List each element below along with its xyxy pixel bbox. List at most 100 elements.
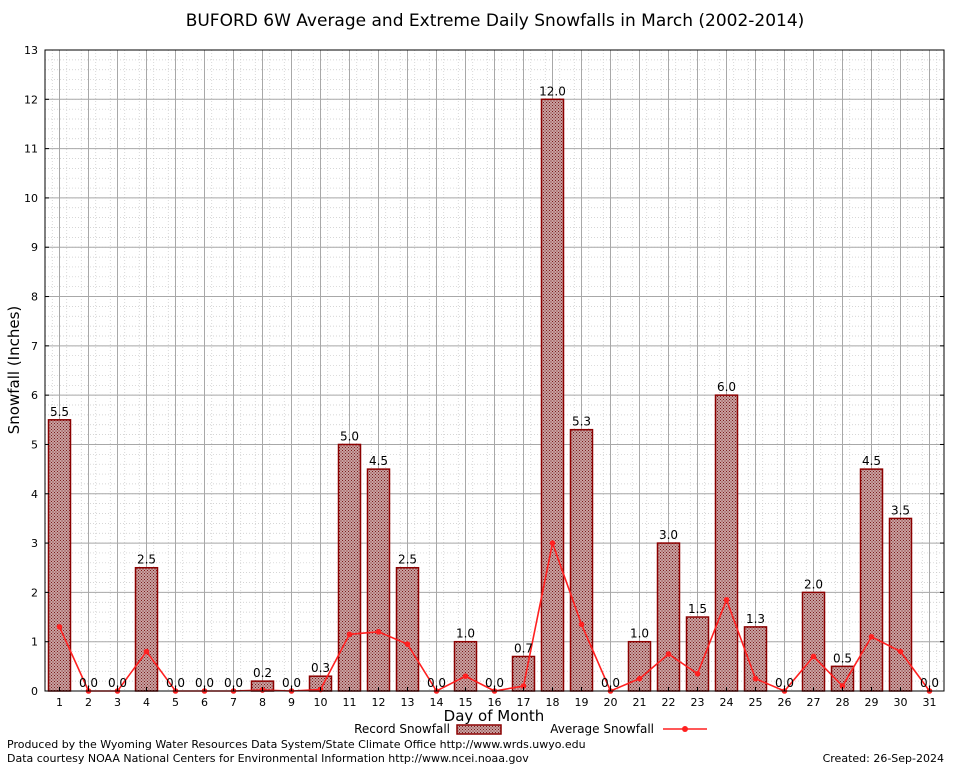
x-tick-label: 26 [778,696,792,709]
legend: Record Snowfall Average Snowfall [354,722,707,736]
y-tick-label: 5 [31,438,38,451]
average-point [143,648,150,655]
bar-value-label: 0.0 [195,676,214,690]
bar-value-label: 4.5 [369,454,388,468]
legend-average-marker [682,726,688,732]
bar-value-label: 0.0 [166,676,185,690]
legend-record-label: Record Snowfall [354,722,450,736]
footer-produced-by: Produced by the Wyoming Water Resources … [7,738,586,751]
bar-value-label: 2.5 [137,553,156,567]
bar-value-label: 1.0 [630,627,649,641]
y-tick-label: 4 [31,488,38,501]
x-tick-label: 1 [56,696,63,709]
bar-value-label: 5.0 [340,429,359,443]
record-bar [453,640,478,692]
bar-value-label: 1.5 [688,602,707,616]
x-tick-label: 21 [633,696,647,709]
x-tick-label: 8 [259,696,266,709]
y-tick-label: 3 [31,537,38,550]
record-bar [134,566,159,692]
record-bar [337,443,362,692]
bar-value-label: 0.3 [311,661,330,675]
bar-value-label: 0.0 [79,676,98,690]
x-tick-label: 17 [517,696,531,709]
y-tick-label: 8 [31,291,38,304]
bar-value-label: 0.0 [427,676,446,690]
x-tick-label: 30 [894,696,908,709]
bar-value-labels: 5.5 0.0 0.0 2.5 0.0 0.0 0.0 0.2 0.0 0.3 5.0 4.5 2.5 0… [50,84,939,690]
record-bar [714,394,739,692]
y-tick-label: 11 [24,143,38,156]
bar-value-label: 0.0 [775,676,794,690]
bar-value-label: 2.5 [398,553,417,567]
bar-value-label: 0.0 [920,676,939,690]
legend-record-swatch [456,724,502,735]
bar-value-label: 0.2 [253,666,272,680]
bar-value-label: 1.3 [746,612,765,626]
average-point [897,648,904,655]
x-tick-label: 20 [604,696,618,709]
x-tick-label: 19 [575,696,589,709]
record-bar [801,591,826,692]
x-tick-label: 7 [230,696,237,709]
record-bar [47,419,72,692]
bar-value-label: 2.0 [804,577,823,591]
x-tick-label: 16 [488,696,502,709]
bar-value-label: 0.7 [514,641,533,655]
record-bar [888,517,913,692]
y-tick-label: 7 [31,340,38,353]
record-bar [656,542,681,692]
y-tick-label: 10 [24,192,38,205]
bar-value-label: 1.0 [456,627,475,641]
y-tick-label: 2 [31,586,38,599]
y-tick-label: 13 [24,44,38,57]
bar-value-label: 0.5 [833,651,852,665]
bar-value-label: 0.0 [224,676,243,690]
bar-value-label: 5.5 [50,405,69,419]
x-tick-label: 3 [114,696,121,709]
average-point [752,675,759,682]
x-tick-label: 25 [749,696,763,709]
average-point [375,629,382,635]
x-tick-label: 27 [807,696,821,709]
y-tick-label: 6 [31,389,38,402]
x-tick-label: 24 [720,696,734,709]
x-tick-label: 29 [865,696,879,709]
footer-created: Created: 26-Sep-2024 [822,752,944,765]
x-tick-label: 12 [372,696,386,709]
x-tick-label: 22 [662,696,676,709]
bar-value-label: 0.0 [282,676,301,690]
record-bar [627,640,652,692]
x-tick-label: 28 [836,696,850,709]
bar-value-label: 3.5 [891,503,910,517]
y-tick-label: 1 [31,636,38,649]
bar-value-label: 0.0 [108,676,127,690]
y-tick-label: 12 [24,93,38,106]
y-tick-label: 0 [31,685,38,698]
x-tick-label: 15 [459,696,473,709]
x-tick-label: 23 [691,696,705,709]
average-point [665,651,672,657]
chart-title: BUFORD 6W Average and Extreme Daily Snow… [186,11,805,31]
average-point [404,641,411,647]
average-point [810,653,817,660]
y-axis-label: Snowfall (Inches) [5,306,23,434]
average-point [868,633,875,640]
average-point [694,670,701,677]
record-bar [569,428,594,692]
bar-value-label: 0.0 [485,676,504,690]
x-tick-label: 13 [401,696,415,709]
record-bar [859,468,884,692]
legend-average-label: Average Snowfall [550,722,654,736]
bar-value-label: 0.0 [601,676,620,690]
record-bar [540,98,565,692]
bar-value-label: 5.3 [572,415,591,429]
bar-value-label: 12.0 [539,84,566,98]
x-tick-label: 9 [288,696,295,709]
x-axis-label: Day of Month [444,707,545,725]
bar-value-label: 6.0 [717,380,736,394]
x-tick-label: 11 [343,696,357,709]
average-point [520,683,527,689]
average-point [723,596,730,603]
